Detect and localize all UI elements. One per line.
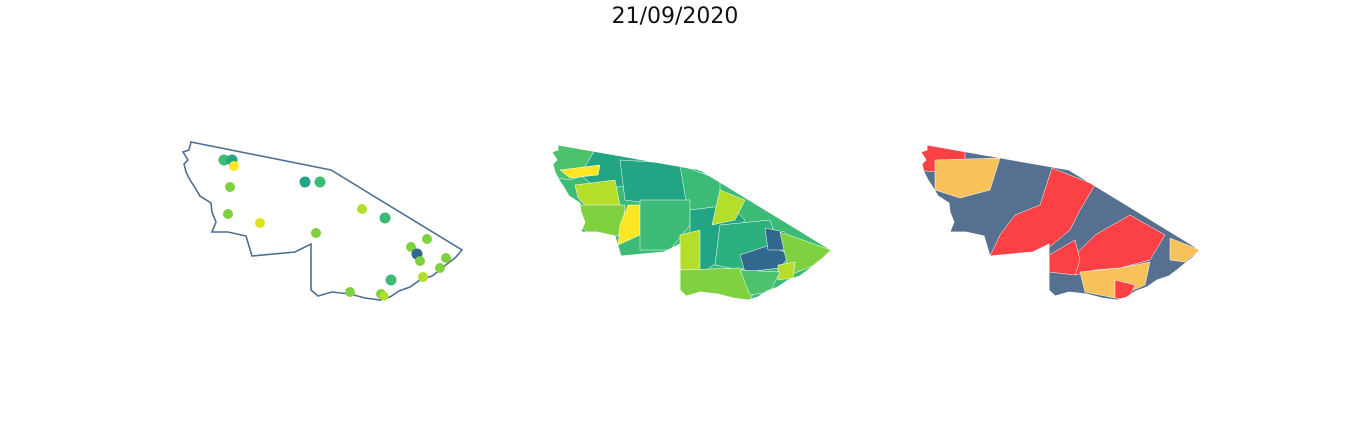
point xyxy=(406,242,416,252)
point xyxy=(441,253,451,263)
point xyxy=(418,272,428,282)
municipality-points xyxy=(218,154,451,301)
figure-title: 21/09/2020 xyxy=(611,4,739,29)
point xyxy=(314,176,326,188)
point xyxy=(225,182,235,192)
state-outline xyxy=(551,144,832,301)
region xyxy=(739,244,791,273)
region xyxy=(559,164,601,179)
region xyxy=(1169,237,1200,263)
municipality-regions xyxy=(921,145,1200,300)
region xyxy=(711,189,746,226)
point xyxy=(345,287,355,297)
region xyxy=(934,157,1001,199)
point xyxy=(311,228,321,238)
point xyxy=(422,234,432,244)
point xyxy=(385,274,397,286)
point xyxy=(223,209,233,219)
state-outline xyxy=(181,141,464,301)
municipality-regions xyxy=(552,145,831,300)
point xyxy=(218,154,230,166)
point xyxy=(379,212,391,224)
point xyxy=(229,161,239,171)
point xyxy=(415,256,425,266)
point xyxy=(357,204,367,214)
point xyxy=(435,263,445,273)
state-outline xyxy=(920,144,1201,301)
point xyxy=(299,176,311,188)
point xyxy=(255,218,265,228)
point xyxy=(379,291,389,301)
